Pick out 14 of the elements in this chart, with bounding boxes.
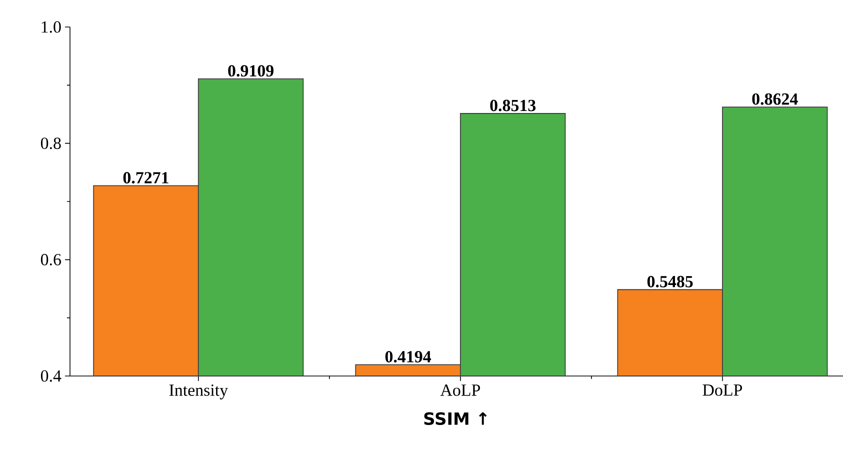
x-tick-label: DoLP bbox=[702, 384, 742, 396]
data-label: 0.7271 bbox=[123, 172, 168, 184]
y-tick-label: 0.6 bbox=[40, 254, 61, 266]
data-label: 0.4194 bbox=[385, 351, 432, 363]
data-label: 0.5485 bbox=[647, 276, 693, 288]
x-axis-title: SSIM ↑ bbox=[424, 412, 487, 426]
y-tick-label: 0.4 bbox=[40, 370, 62, 382]
x-tick-label: Intensity bbox=[169, 384, 228, 400]
data-label: 0.8624 bbox=[752, 93, 798, 105]
y-tick-label: 1.0 bbox=[42, 21, 61, 33]
x-tick-label: AoLP bbox=[440, 384, 480, 396]
data-label: 0.9109 bbox=[228, 65, 274, 77]
data-label: 0.8513 bbox=[490, 100, 536, 112]
y-tick-label: 0.8 bbox=[40, 138, 61, 150]
